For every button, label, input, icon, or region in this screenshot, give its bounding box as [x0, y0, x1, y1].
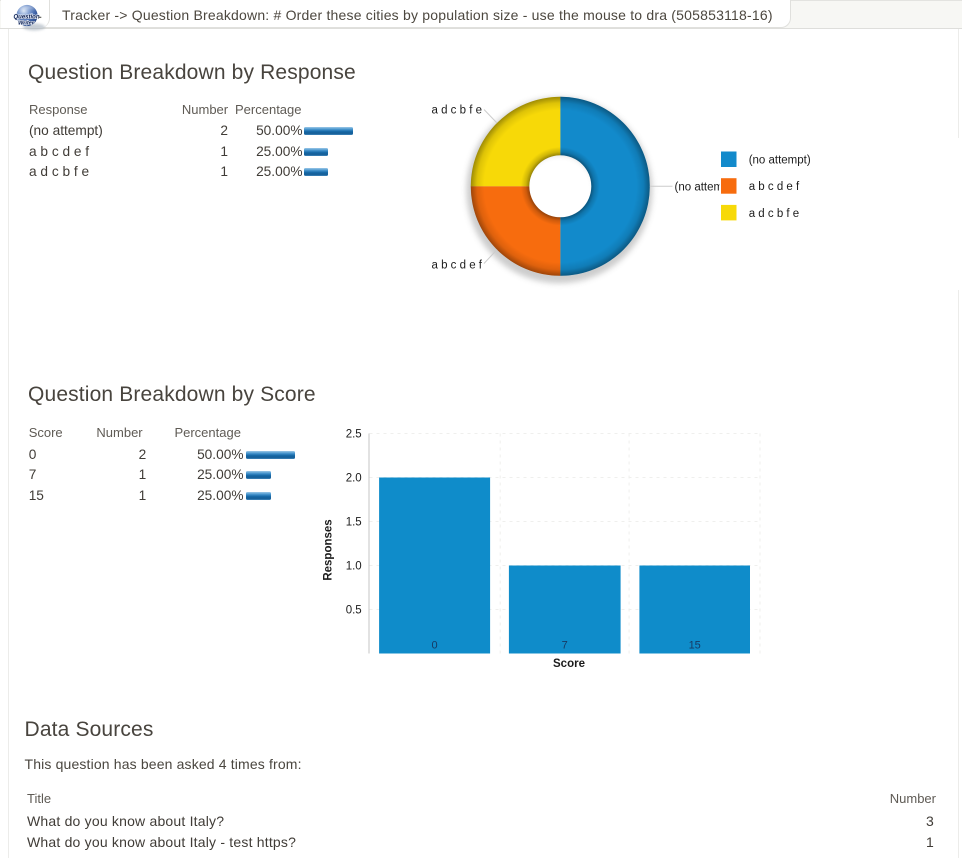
svg-text:1.0: 1.0: [346, 561, 362, 573]
svg-text:15: 15: [689, 640, 701, 652]
svg-text:2.0: 2.0: [346, 473, 362, 485]
svg-text:0.5: 0.5: [346, 605, 362, 617]
svg-text:a b c d e f: a b c d e f: [749, 181, 800, 193]
svg-text:2.5: 2.5: [346, 429, 362, 441]
svg-text:a d c b f e: a d c b f e: [431, 105, 482, 117]
svg-text:Question: Question: [13, 15, 39, 21]
svg-text:a d c b f e: a d c b f e: [749, 208, 800, 220]
svg-text:(no attempt): (no attempt): [749, 155, 811, 167]
svg-text:1.5: 1.5: [346, 517, 362, 529]
svg-text:a b c d e f: a b c d e f: [431, 260, 482, 272]
svg-text:Writer: Writer: [18, 21, 35, 27]
svg-text:Responses: Responses: [323, 519, 335, 580]
svg-text:Score: Score: [553, 658, 585, 670]
svg-text:7: 7: [562, 640, 568, 652]
svg-text:0: 0: [432, 640, 438, 652]
